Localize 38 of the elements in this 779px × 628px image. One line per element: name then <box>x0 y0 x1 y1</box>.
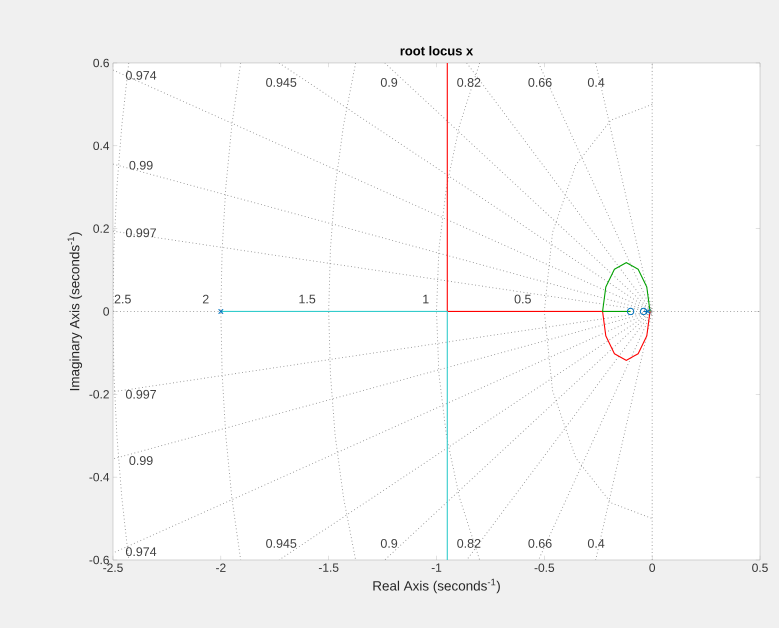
annotation: 0.974 <box>126 71 156 80</box>
annotation: 0.99 <box>129 456 153 465</box>
y-tick-label: 0 <box>103 307 110 316</box>
annotation: 2 <box>202 294 209 304</box>
annotation: 0.997 <box>126 228 156 238</box>
annotation: 0.4 <box>588 539 604 548</box>
annotation: 0.66 <box>528 78 552 87</box>
y-tick-label: 0.4 <box>93 142 110 150</box>
chart-title: root locus x <box>400 46 474 56</box>
x-tick-label: 0 <box>649 564 656 572</box>
y-tick-label: -0.2 <box>89 390 109 399</box>
annotation: 0.974 <box>126 547 156 556</box>
annotation: 0.9 <box>380 78 398 87</box>
y-tick-label: -0.6 <box>89 556 109 564</box>
annotation: 0.5 <box>514 294 531 304</box>
y-tick-label: 0.2 <box>93 224 109 233</box>
annotation: 0.99 <box>129 160 153 170</box>
x-tick-label: 0.5 <box>752 564 768 572</box>
x-axis-title: Real Axis (seconds$^{-1}$) <box>373 578 500 594</box>
annotation: 0.66 <box>528 539 552 548</box>
annotation: 0.9 <box>380 539 398 548</box>
annotation: 0.4 <box>588 78 604 87</box>
annotation: 0.945 <box>266 539 296 548</box>
x-tick-label: -2.5 <box>103 564 123 572</box>
x-tick-label: -2 <box>216 564 226 572</box>
x-tick-label: -0.5 <box>534 564 554 572</box>
annotation: 0.945 <box>266 78 296 87</box>
x-tick-label: -1 <box>432 564 442 572</box>
annotation: 0.82 <box>457 78 480 87</box>
y-axis-title: Imaginary Axis (seconds$^{-1}$) <box>68 232 82 390</box>
annotation: 0.997 <box>126 390 156 399</box>
annotation: 2.5 <box>114 294 131 304</box>
x-tick-label: -1.5 <box>318 564 338 572</box>
y-tick-label: -0.4 <box>89 472 110 482</box>
annotation: 1 <box>423 294 429 304</box>
annotation: 1.5 <box>299 294 316 304</box>
y-tick-label: 0.6 <box>93 58 109 68</box>
annotation: 0.82 <box>457 539 480 548</box>
